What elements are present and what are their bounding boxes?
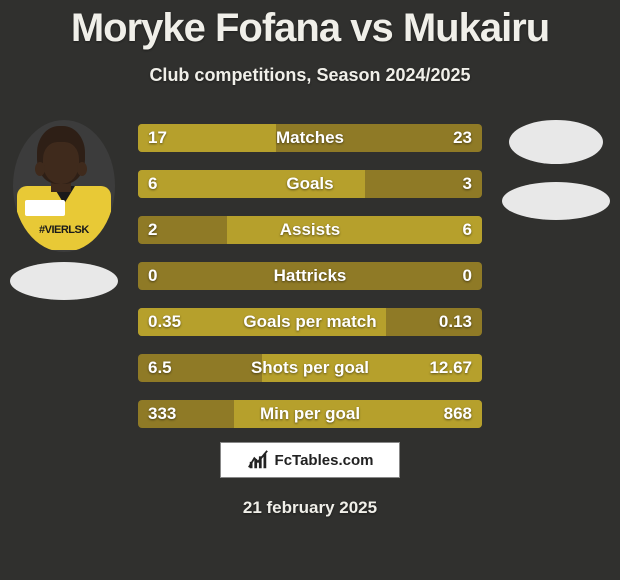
date-text: 21 february 2025 (0, 498, 620, 518)
player-right-avatar (509, 120, 603, 164)
stat-row: 1723Matches (138, 124, 482, 152)
stat-label: Hattricks (138, 262, 482, 290)
stat-row: 0.350.13Goals per match (138, 308, 482, 336)
stat-row: 26Assists (138, 216, 482, 244)
stat-label: Matches (138, 124, 482, 152)
player-right-column (496, 120, 616, 220)
jersey-text: #VIERLSK (39, 224, 89, 236)
comparison-bars: 1723Matches 63Goals 26Assists 00Hattricks 0.… (138, 124, 482, 446)
player-right-name-pill (502, 182, 610, 220)
stat-row: 63Goals (138, 170, 482, 198)
subtitle: Club competitions, Season 2024/2025 (0, 65, 620, 86)
chart-icon (247, 449, 269, 471)
player-figure: #VIERLSK (13, 120, 115, 252)
player-left-avatar: #VIERLSK (13, 120, 115, 252)
stat-row: 333868Min per goal (138, 400, 482, 428)
stat-label: Goals per match (138, 308, 482, 336)
stat-row: 6.512.67Shots per goal (138, 354, 482, 382)
stat-row: 00Hattricks (138, 262, 482, 290)
player-left-column: #VIERLSK (4, 120, 124, 300)
brand-badge[interactable]: FcTables.com (220, 442, 400, 478)
brand-text: FcTables.com (275, 452, 374, 469)
stat-label: Shots per goal (138, 354, 482, 382)
player-left-name-pill (10, 262, 118, 300)
stat-label: Assists (138, 216, 482, 244)
stat-label: Goals (138, 170, 482, 198)
comparison-card: Moryke Fofana vs Mukairu Club competitio… (0, 0, 620, 580)
page-title: Moryke Fofana vs Mukairu (0, 0, 620, 51)
stat-label: Min per goal (138, 400, 482, 428)
